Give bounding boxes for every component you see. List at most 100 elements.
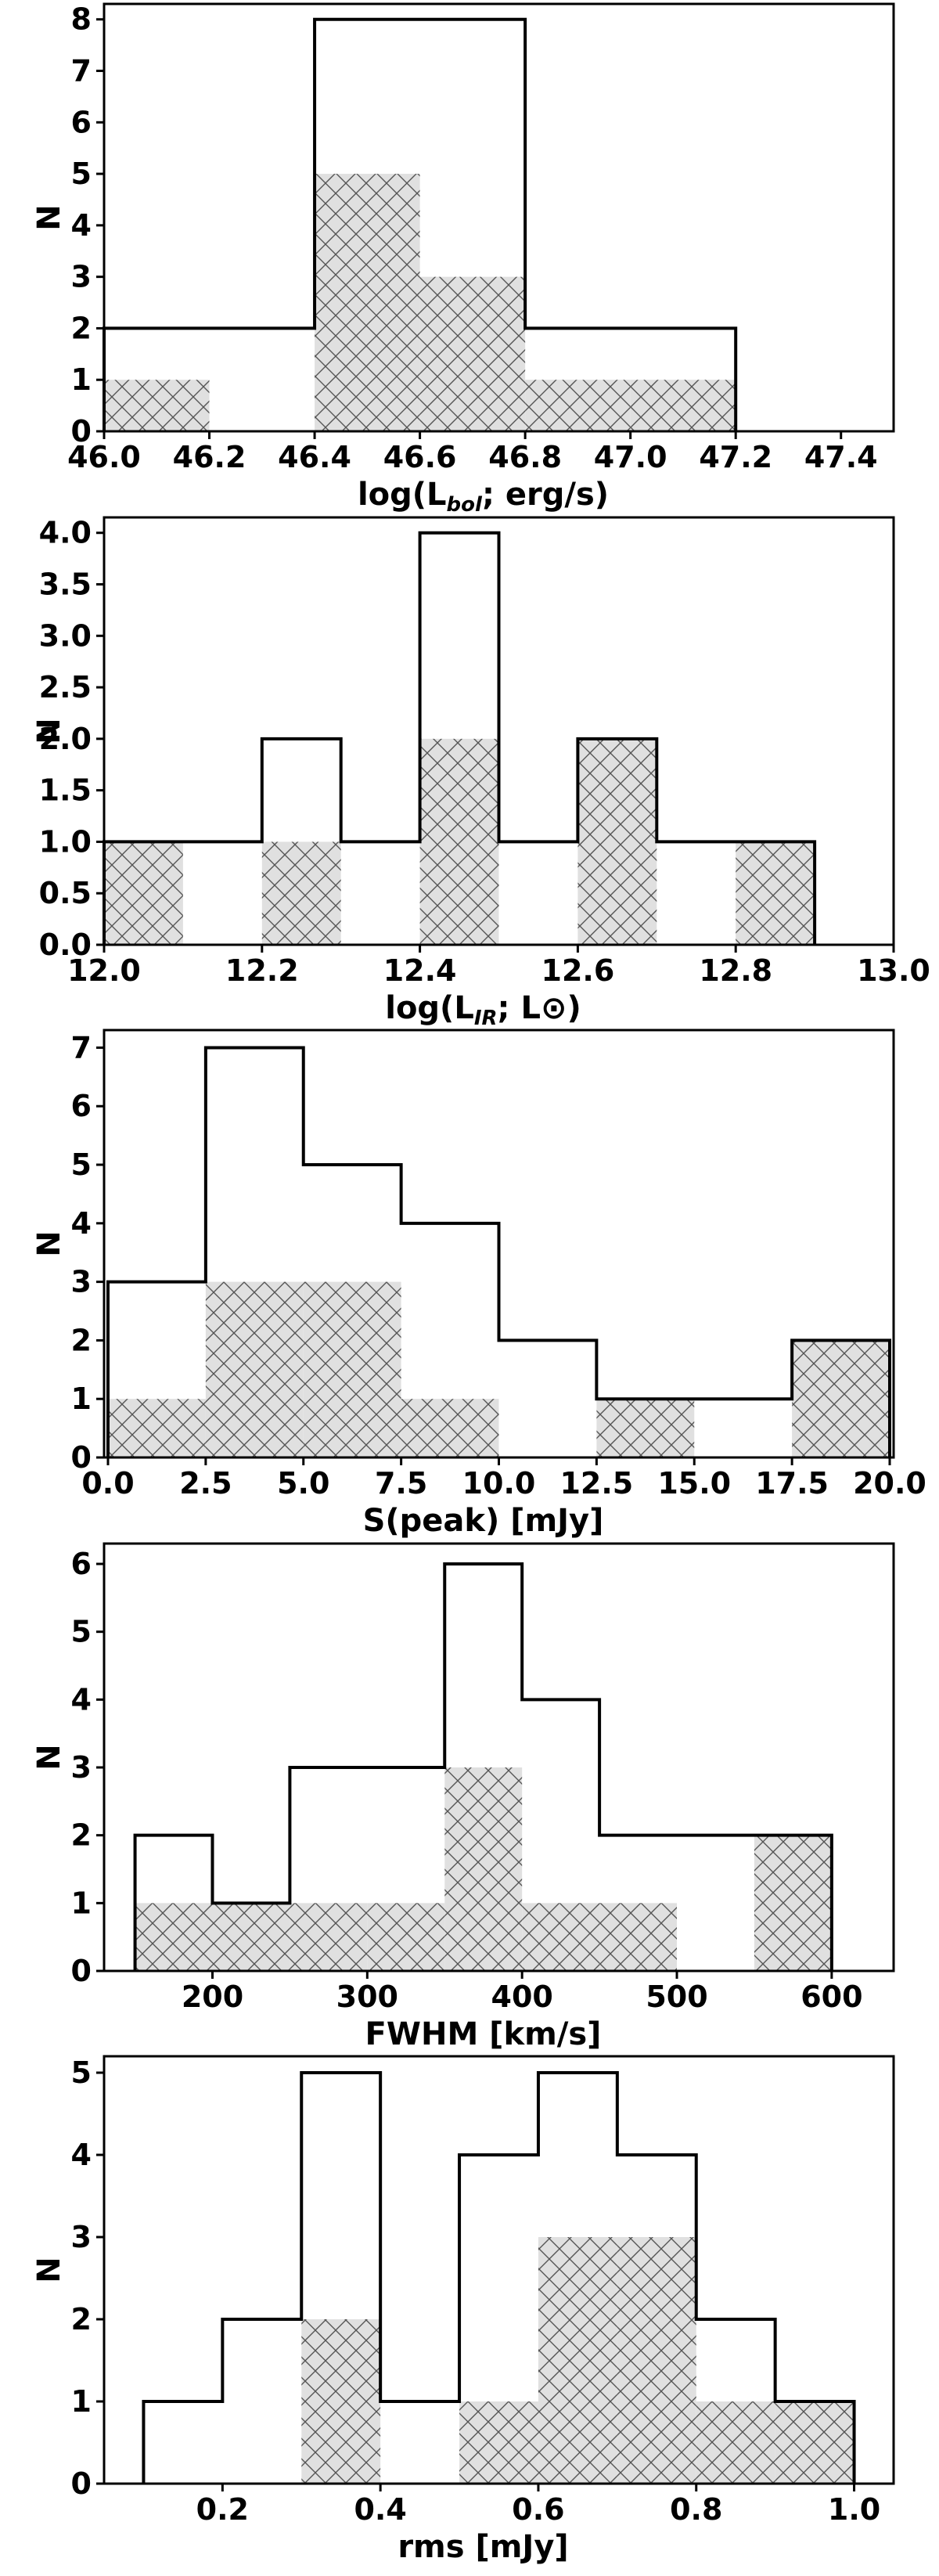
x-tick-label: 46.2 [173,440,246,474]
y-tick-label: 4 [71,1682,92,1717]
y-axis-label: N [31,204,67,230]
x-tick-label: 12.0 [67,953,141,988]
outline-histogram [106,1046,892,1457]
x-tick-label: 47.2 [699,440,772,474]
y-tick-label: 4 [71,2138,92,2172]
hatched-bar [754,1835,832,1971]
y-tick-label: 1 [71,362,92,397]
y-tick-label: 2 [71,311,92,345]
x-tick-label: 46.4 [278,440,351,474]
hatched-bar [261,841,341,945]
hatched-bar [104,841,183,945]
x-tick-label: 7.5 [375,1466,427,1501]
y-tick-label: 2 [71,1818,92,1853]
x-tick-label: 17.5 [755,1466,829,1501]
y-axis-label: N [31,2257,67,2282]
y-tick-label: 1.5 [39,773,92,808]
y-tick-label: 0 [71,1954,92,1988]
hatched-bar [290,1903,368,1971]
x-tick-label: 0.4 [354,2492,406,2527]
hatched-bar [419,738,499,945]
x-tick-label: 20.0 [853,1466,926,1501]
x-tick-label: 5.0 [277,1466,329,1501]
hatched-bar [135,1903,213,1971]
y-tick-label: 3.0 [39,618,92,653]
x-tick-label: 12.4 [383,953,457,988]
axes-frame [103,2055,895,2485]
histogram-panel-2: 12.0 12.2 12.4 12.6 12.8 13.0 0.0 0.5 1.0 1.5 2.0 2… [31,516,930,1030]
x-tick-label: 0.6 [512,2492,564,2527]
y-tick-label: 2.5 [39,670,92,704]
outline-histogram [103,531,817,945]
hatched-bar [315,174,420,431]
x-tick-label: 12.8 [699,953,772,988]
histogram-panel-1: 46.0 46.2 46.4 46.6 46.8 47.0 47.2 47.4 0 1 2 3 4 5 6 7… [31,2,895,517]
outline-histogram [142,2071,856,2484]
y-tick-label: 1 [71,1382,92,1416]
y-tick-label: 5 [71,1147,92,1182]
hatched-bar [696,2401,775,2484]
x-tick-label: 47.0 [594,440,667,474]
x-tick-label: 15.0 [657,1466,731,1501]
y-tick-label: 7 [71,1030,92,1065]
y-tick-label: 0 [71,414,92,449]
x-axis-label: S(peak) [mJy] [363,1503,604,1539]
hatched-bar [599,1903,678,1971]
hatched-bar [212,1903,290,1971]
hatched-bar [107,1399,206,1457]
y-tick-label: 5 [71,1615,92,1649]
x-tick-label: 200 [182,1980,243,2014]
x-axis-label: FWHM [km/s] [365,2016,602,2052]
y-tick-label: 6 [71,1547,92,1581]
y-axis-label: N [31,1230,67,1256]
hatched-bar [301,2319,381,2484]
x-tick-label: 600 [800,1980,862,2014]
y-tick-label: 4.0 [39,516,92,550]
hatched-bar [444,1767,523,1971]
y-axis-label: N [31,718,67,744]
y-tick-label: 0 [71,2466,92,2501]
outline-histogram [133,1562,833,1971]
hatched-bar [459,2401,538,2484]
y-tick-label: 5 [71,157,92,191]
y-tick-label: 1 [71,2384,92,2419]
hatched-bar [596,1399,695,1457]
histogram-panel-3: 0.0 2.5 5.0 7.5 10.0 12.5 15.0 17.5 20.0 0 1 2 3 4 5 6 7… [31,1029,926,1539]
x-tick-label: 500 [646,1980,707,2014]
hatched-bar [538,2237,617,2484]
hatched-bar [617,2237,696,2484]
x-tick-label: 13.0 [857,953,930,988]
x-tick-label: 1.0 [828,2492,880,2527]
axes-frame [103,2,895,433]
hatched-bar [522,1903,600,1971]
axes-frame [103,516,895,946]
hatched-bar [205,1281,304,1457]
y-tick-label: 3 [71,2220,92,2254]
hatched-bar [367,1903,445,1971]
y-tick-label: 2.0 [39,722,92,756]
x-tick-label: 10.0 [462,1466,536,1501]
x-tick-label: 0.2 [196,2492,249,2527]
x-axis-label: log(Lbol; erg/s) [358,477,609,517]
axes-frame [103,1542,895,1973]
hatched-bar [736,841,815,945]
y-tick-label: 0.5 [39,876,92,910]
x-tick-label: 47.4 [804,440,878,474]
y-tick-label: 2 [71,1323,92,1357]
y-tick-label: 7 [71,54,92,88]
y-tick-label: 5 [71,2055,92,2090]
y-tick-label: 3 [71,1265,92,1299]
y-tick-label: 3.5 [39,567,92,602]
x-tick-label: 46.0 [67,440,141,474]
hatched-bar [630,380,736,431]
y-tick-label: 0.0 [39,928,92,962]
hatched-bar [775,2401,854,2484]
y-tick-label: 0 [71,1440,92,1475]
hatched-bar [525,380,631,431]
y-tick-label: 4 [71,1206,92,1241]
hatched-bar [577,738,657,945]
x-tick-label: 46.6 [383,440,457,474]
y-tick-label: 6 [71,1089,92,1123]
outline-histogram [103,17,738,431]
x-tick-label: 12.6 [541,953,615,988]
